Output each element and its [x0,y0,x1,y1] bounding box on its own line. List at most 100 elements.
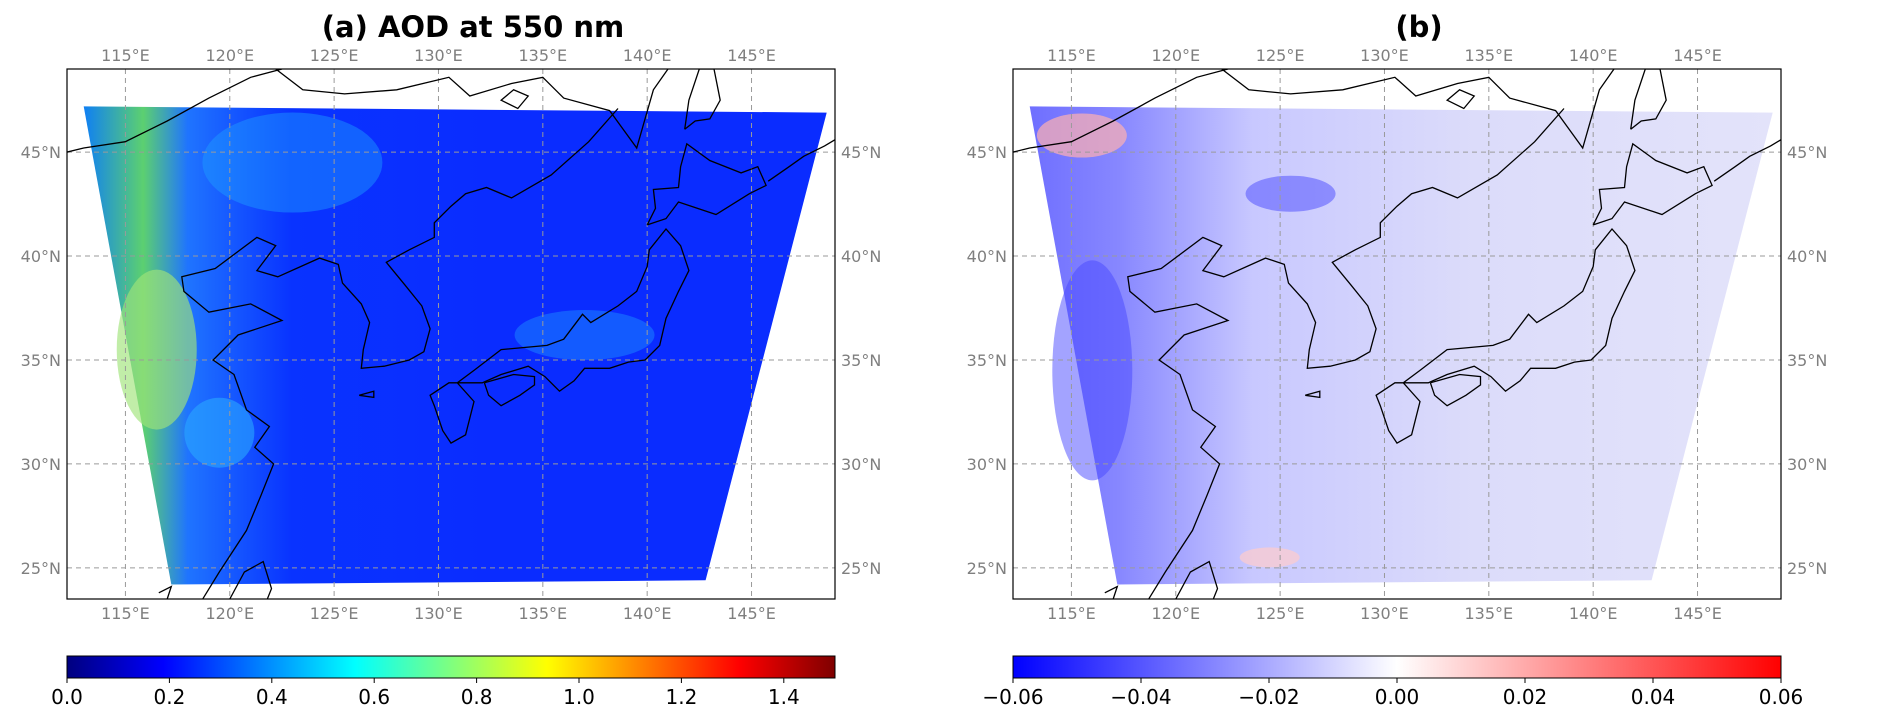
coastline [275,69,669,150]
island-coastline [229,560,273,599]
coastlines [1013,69,1781,599]
lat-label-right: 30°N [841,455,881,474]
aod-region-northeast [202,112,383,213]
lon-label-top: 145°E [727,46,776,65]
lon-label-top: 125°E [310,46,359,65]
lon-label-bottom: 135°E [1464,604,1513,623]
lat-label-left: 35°N [967,351,1007,370]
coastline [767,139,835,182]
high-aod-region [116,269,197,430]
lon-label-bottom: 130°E [1360,604,1409,623]
lon-label-top: 135°E [1464,46,1513,65]
lon-label-top: 140°E [1569,46,1618,65]
positive-region-northwest [1036,113,1127,158]
coastline [1013,69,1229,153]
island-coastline [1305,390,1321,399]
lon-label-top: 115°E [101,46,150,65]
island-coastline [1429,373,1482,407]
island-coastline [1402,227,1636,393]
lat-label-right: 25°N [1787,559,1827,578]
coastline [158,585,173,599]
lon-label-top: 145°E [1673,46,1722,65]
lat-label-left: 25°N [967,559,1007,578]
lat-label-left: 30°N [967,455,1007,474]
colorbar [66,655,836,679]
island-coastline [684,69,721,130]
lat-label-left: 40°N [967,247,1007,266]
island-coastline [359,390,375,399]
lon-label-top: 115°E [1047,46,1096,65]
lon-label-bottom: 140°E [1569,604,1618,623]
colorbar-tick-label: 1.2 [665,685,697,709]
colorbar-tick-label: 0.8 [461,685,493,709]
island-coastline [456,227,690,393]
positive-region-south [1239,547,1300,568]
colorbar-tick-label: 0.00 [1375,685,1420,709]
coastline [1221,69,1615,150]
lon-label-top: 120°E [205,46,254,65]
coastlines [67,69,835,599]
coastline [1127,108,1565,599]
lon-label-bottom: 145°E [1673,604,1722,623]
lat-label-right: 45°N [1787,143,1827,162]
colorbar-tick-label: 0.6 [358,685,390,709]
island-coastline [1375,382,1421,444]
island-coastline [483,373,536,407]
lat-label-left: 25°N [21,559,61,578]
negative-region-west [1052,260,1133,481]
lat-label-right: 35°N [841,351,881,370]
lon-label-bottom: 120°E [1151,604,1200,623]
lake-khanka [499,89,530,110]
panel-aod: (a) AOD at 550 nm 115°E 115°E 120°E 120°E 12… [21,10,882,709]
island-coastline [1175,560,1219,599]
coastline [181,108,619,599]
colorbar-tick-label: −0.02 [1238,685,1299,709]
lat-label-left: 45°N [21,143,61,162]
lon-label-top: 120°E [1151,46,1200,65]
colorbar-tick-label: 1.0 [563,685,595,709]
lat-label-left: 40°N [21,247,61,266]
lon-label-bottom: 130°E [414,604,463,623]
data-swath [1029,106,1773,585]
lat-label-left: 35°N [21,351,61,370]
aod-map-figure: 115°E 115°E 120°E 120°E 125°E 125°E 130°E 130°E… [21,46,882,709]
island-coastline [1630,69,1667,130]
lon-label-bottom: 115°E [1047,604,1096,623]
lat-label-right: 45°N [841,143,881,162]
lat-label-right: 35°N [1787,351,1827,370]
data-swath [83,106,827,585]
panel-a-title: (a) AOD at 550 nm [321,10,625,44]
colorbar-tick-label: 1.4 [768,685,800,709]
lat-label-left: 45°N [967,143,1007,162]
panel-difference: (b) 115°E 115°E 120°E 120°E 125°E 125°E 130°E 1… [946,0,1892,720]
gridlines [1013,69,1781,599]
colorbar [1012,655,1782,679]
colorbar-tick-label: 0.02 [1503,685,1548,709]
lon-label-bottom: 140°E [623,604,672,623]
map-area [67,69,835,599]
colorbar-tick-label: 0.2 [153,685,185,709]
negative-region-northeast [1245,175,1336,212]
gridlines [67,69,835,599]
lon-label-bottom: 120°E [205,604,254,623]
colorbar-tick-label: 0.06 [1759,685,1804,709]
difference-map-figure: 115°E 115°E 120°E 120°E 125°E 125°E 130°E 130°E… [967,46,1828,709]
lat-label-right: 25°N [841,559,881,578]
panel-b-title: (b) [1395,10,1443,44]
coastline [67,69,283,153]
lon-label-top: 130°E [414,46,463,65]
colorbar-tick-label: −0.04 [1110,685,1171,709]
lat-label-right: 40°N [841,247,881,266]
island-coastline [429,382,475,444]
colorbar-tick-label: −0.06 [982,685,1043,709]
coastline [1104,585,1119,599]
lon-label-bottom: 145°E [727,604,776,623]
island-coastline [1592,142,1713,226]
lon-label-bottom: 125°E [310,604,359,623]
lat-label-right: 40°N [1787,247,1827,266]
lon-label-bottom: 115°E [101,604,150,623]
colorbar-tick-label: 0.0 [51,685,83,709]
lon-label-top: 125°E [1256,46,1305,65]
island-coastline [646,142,767,226]
lon-label-top: 140°E [623,46,672,65]
